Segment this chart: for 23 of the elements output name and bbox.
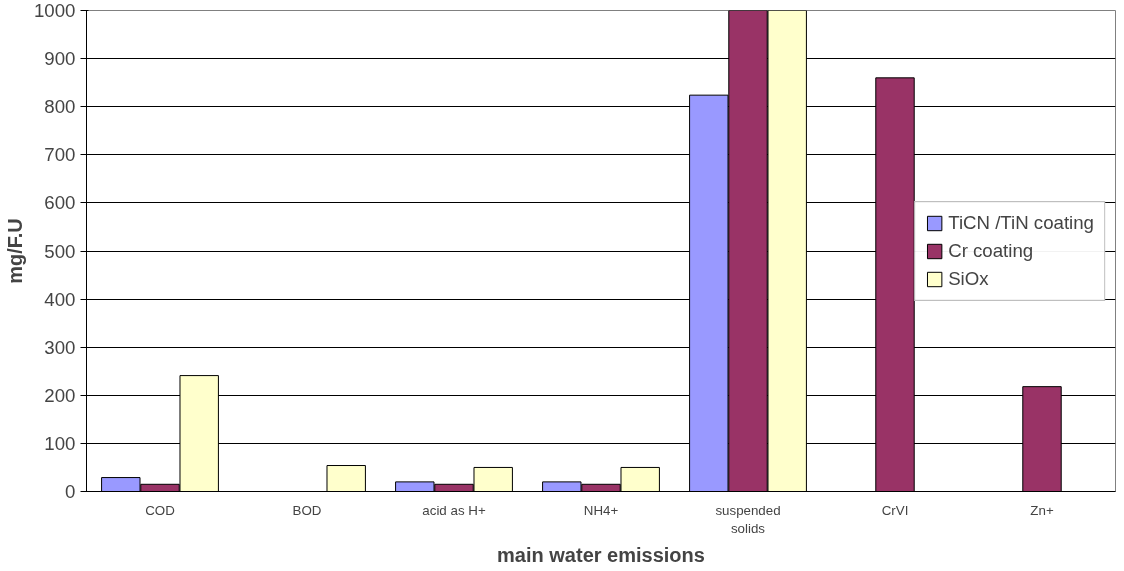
- y-tick-label: 200: [44, 384, 76, 406]
- x-tick-label: suspended solids: [715, 502, 781, 536]
- x-tick-label: acid as H+: [422, 502, 486, 518]
- x-tick-label: BOD: [292, 502, 322, 518]
- y-tick-label: 500: [44, 240, 76, 262]
- x-axis-title: main water emissions: [497, 543, 705, 566]
- y-tick-label: 100: [44, 432, 76, 454]
- x-tick-label: Zn+: [1030, 502, 1054, 518]
- y-axis-title: mg/F.U: [4, 218, 26, 284]
- y-tick-label: 800: [44, 96, 76, 118]
- x-tick-label: COD: [145, 502, 175, 518]
- legend-label: Cr coating: [948, 239, 1034, 262]
- y-tick-label: 1000: [34, 0, 76, 21]
- y-tick-label: 0: [65, 481, 76, 502]
- legend-label: TiCN /TiN coating: [948, 211, 1094, 234]
- y-tick-label: 900: [44, 48, 76, 70]
- legend-label: SiOx: [948, 267, 989, 290]
- x-tick-label: CrVI: [881, 502, 909, 518]
- y-tick-label: 600: [44, 192, 76, 214]
- y-tick-label: 400: [44, 288, 76, 310]
- y-tick-label: 700: [44, 144, 76, 166]
- x-tick-label: NH4+: [583, 502, 619, 518]
- y-tick-label: 300: [44, 336, 76, 358]
